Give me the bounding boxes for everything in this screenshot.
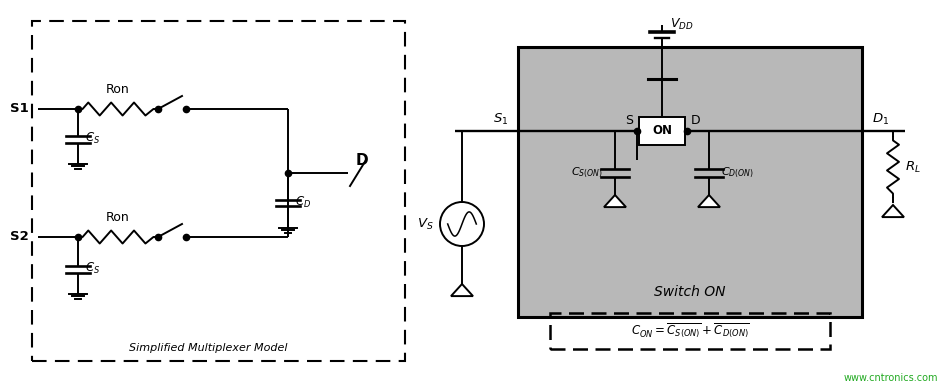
Text: $S_1$: $S_1$ xyxy=(492,112,508,127)
Text: Simplified Multiplexer Model: Simplified Multiplexer Model xyxy=(129,343,287,353)
Text: $C_{ON} = \overline{C_{S(ON)}} + \overline{C_{D(ON)}}$: $C_{ON} = \overline{C_{S(ON)}} + \overli… xyxy=(630,322,749,340)
Text: $C_{S(ON)}$: $C_{S(ON)}$ xyxy=(570,166,602,180)
Text: S: S xyxy=(624,114,632,127)
Bar xyxy=(517,47,861,317)
Text: $D_1$: $D_1$ xyxy=(871,112,888,127)
Text: Ron: Ron xyxy=(106,83,129,96)
Text: $V_{DD}$: $V_{DD}$ xyxy=(669,17,693,32)
Text: $C_S$: $C_S$ xyxy=(85,261,100,275)
Text: $C_D$: $C_D$ xyxy=(295,194,311,210)
Bar xyxy=(549,313,829,349)
Text: D: D xyxy=(356,153,368,168)
Text: ON: ON xyxy=(651,124,671,137)
Text: $C_{D(ON)}$: $C_{D(ON)}$ xyxy=(720,166,753,180)
Polygon shape xyxy=(698,195,719,207)
Polygon shape xyxy=(603,195,625,207)
Text: D: D xyxy=(690,114,700,127)
Text: Ron: Ron xyxy=(106,211,129,224)
Text: S1: S1 xyxy=(10,102,28,116)
Text: $R_L$: $R_L$ xyxy=(904,159,919,175)
Text: Switch ON: Switch ON xyxy=(653,285,725,299)
Text: $V_S$: $V_S$ xyxy=(417,216,433,231)
Polygon shape xyxy=(450,284,473,296)
Polygon shape xyxy=(881,205,903,217)
Bar xyxy=(638,117,684,145)
Text: S2: S2 xyxy=(10,231,28,244)
Text: www.cntronics.com: www.cntronics.com xyxy=(843,373,937,383)
Text: $C_S$: $C_S$ xyxy=(85,130,100,145)
